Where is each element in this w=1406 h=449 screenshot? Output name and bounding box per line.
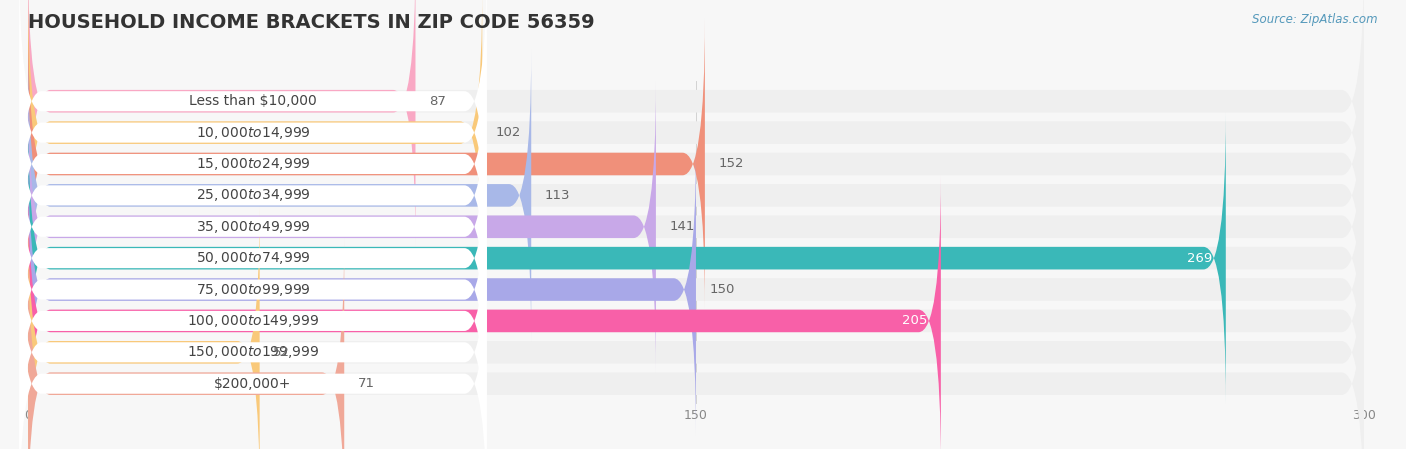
Text: 87: 87 bbox=[429, 95, 446, 108]
Text: $15,000 to $24,999: $15,000 to $24,999 bbox=[195, 156, 311, 172]
Text: 205: 205 bbox=[903, 314, 928, 327]
FancyBboxPatch shape bbox=[28, 113, 1364, 404]
Text: HOUSEHOLD INCOME BRACKETS IN ZIP CODE 56359: HOUSEHOLD INCOME BRACKETS IN ZIP CODE 56… bbox=[28, 13, 595, 32]
Text: Source: ZipAtlas.com: Source: ZipAtlas.com bbox=[1253, 13, 1378, 26]
FancyBboxPatch shape bbox=[20, 17, 486, 311]
FancyBboxPatch shape bbox=[28, 144, 1364, 435]
FancyBboxPatch shape bbox=[28, 238, 344, 449]
FancyBboxPatch shape bbox=[28, 0, 482, 278]
FancyBboxPatch shape bbox=[28, 0, 416, 247]
Text: 141: 141 bbox=[669, 220, 695, 233]
FancyBboxPatch shape bbox=[20, 0, 486, 248]
Text: 152: 152 bbox=[718, 158, 744, 171]
FancyBboxPatch shape bbox=[20, 0, 486, 279]
FancyBboxPatch shape bbox=[28, 175, 941, 449]
Text: 269: 269 bbox=[1187, 251, 1212, 264]
FancyBboxPatch shape bbox=[28, 144, 696, 435]
Text: $25,000 to $34,999: $25,000 to $34,999 bbox=[195, 187, 311, 203]
FancyBboxPatch shape bbox=[28, 207, 1364, 449]
FancyBboxPatch shape bbox=[28, 81, 1364, 372]
FancyBboxPatch shape bbox=[28, 238, 1364, 449]
Text: 150: 150 bbox=[710, 283, 735, 296]
Text: $100,000 to $149,999: $100,000 to $149,999 bbox=[187, 313, 319, 329]
Text: 113: 113 bbox=[544, 189, 569, 202]
Text: $150,000 to $199,999: $150,000 to $199,999 bbox=[187, 344, 319, 360]
FancyBboxPatch shape bbox=[20, 48, 486, 342]
Text: $10,000 to $14,999: $10,000 to $14,999 bbox=[195, 125, 311, 141]
FancyBboxPatch shape bbox=[20, 80, 486, 374]
Text: $50,000 to $74,999: $50,000 to $74,999 bbox=[195, 250, 311, 266]
Text: $75,000 to $99,999: $75,000 to $99,999 bbox=[195, 282, 311, 298]
FancyBboxPatch shape bbox=[28, 207, 260, 449]
Text: 52: 52 bbox=[273, 346, 290, 359]
FancyBboxPatch shape bbox=[28, 113, 1226, 404]
FancyBboxPatch shape bbox=[28, 50, 1364, 341]
FancyBboxPatch shape bbox=[20, 237, 486, 449]
Text: $200,000+: $200,000+ bbox=[214, 377, 291, 391]
FancyBboxPatch shape bbox=[20, 143, 486, 436]
FancyBboxPatch shape bbox=[28, 175, 1364, 449]
Text: Less than $10,000: Less than $10,000 bbox=[188, 94, 316, 108]
FancyBboxPatch shape bbox=[28, 81, 655, 372]
FancyBboxPatch shape bbox=[28, 18, 1364, 310]
FancyBboxPatch shape bbox=[28, 18, 704, 310]
Text: $35,000 to $49,999: $35,000 to $49,999 bbox=[195, 219, 311, 235]
FancyBboxPatch shape bbox=[20, 111, 486, 405]
FancyBboxPatch shape bbox=[20, 206, 486, 449]
Text: 102: 102 bbox=[496, 126, 522, 139]
FancyBboxPatch shape bbox=[20, 174, 486, 449]
FancyBboxPatch shape bbox=[28, 50, 531, 341]
FancyBboxPatch shape bbox=[28, 0, 1364, 278]
FancyBboxPatch shape bbox=[28, 0, 1364, 247]
Text: 71: 71 bbox=[357, 377, 374, 390]
